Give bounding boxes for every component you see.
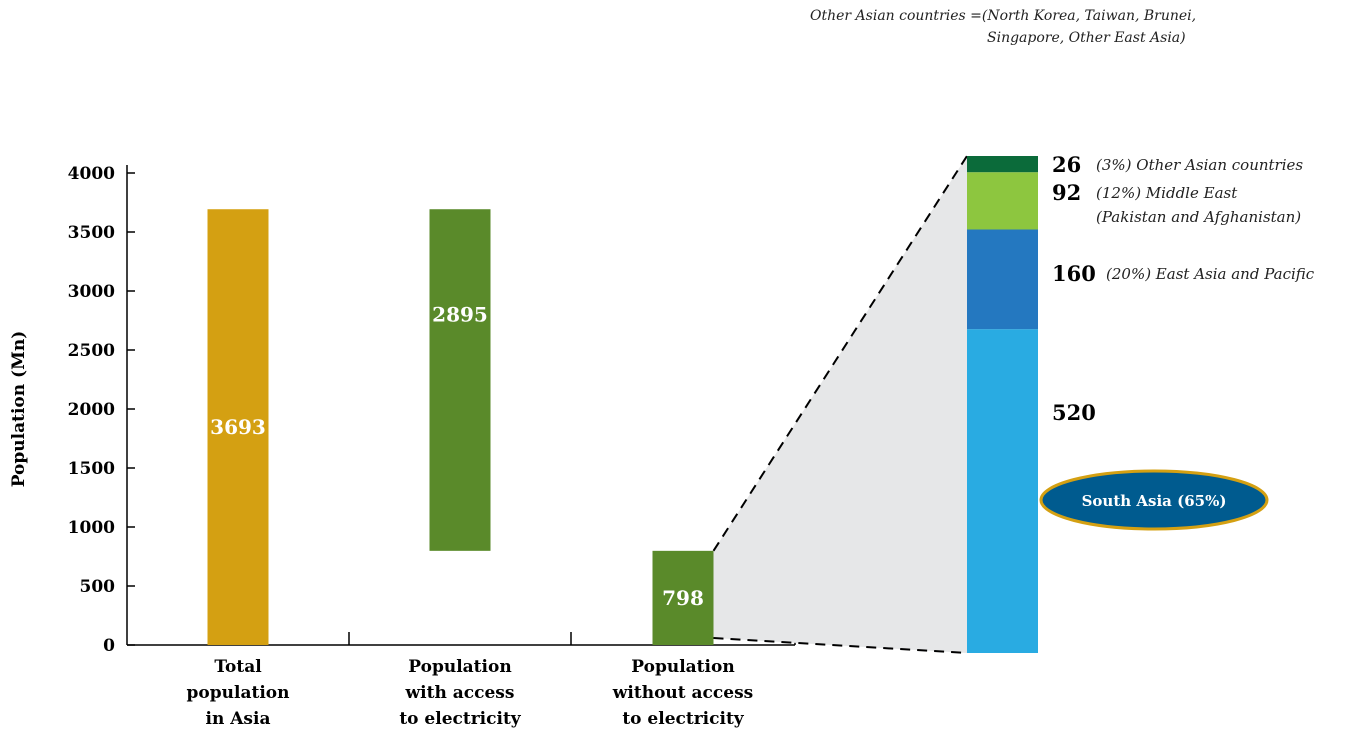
breakdown-segment-3 xyxy=(967,172,1038,230)
y-axis-label: Population (Mn) xyxy=(9,331,29,488)
y-tick-label: 500 xyxy=(80,577,116,597)
y-tick-label: 1500 xyxy=(68,459,115,479)
y-tick-label: 3500 xyxy=(68,223,115,243)
bar-2 xyxy=(429,209,491,551)
y-tick-label: 1000 xyxy=(68,518,115,538)
breakdown-segment-1 xyxy=(967,329,1038,653)
breakdown-name-label-2: (Pakistan and Afghanistan) xyxy=(1096,208,1301,226)
x-category-label: without access xyxy=(612,683,753,703)
y-tick-label: 0 xyxy=(103,636,115,656)
x-category-label: in Asia xyxy=(206,709,271,729)
footnote-line-1: Other Asian countries =(North Korea, Tai… xyxy=(810,8,1197,24)
x-category-label: to electricity xyxy=(399,709,521,729)
bar-3 xyxy=(652,550,714,645)
breakdown-name-label: (20%) East Asia and Pacific xyxy=(1106,265,1315,283)
bar-value-label: 798 xyxy=(662,586,704,610)
y-tick-label: 4000 xyxy=(68,164,115,184)
y-tick-label: 2000 xyxy=(68,400,115,420)
breakdown-value-label: 160 xyxy=(1052,261,1096,286)
x-category-label: Population xyxy=(408,657,511,677)
zoom-line-top xyxy=(712,155,968,552)
breakdown-value-label: 92 xyxy=(1052,180,1081,205)
breakdown-name-label: South Asia (65%) xyxy=(1082,492,1227,510)
south-asia-badge xyxy=(1039,469,1269,531)
y-tick-label: 3000 xyxy=(68,282,115,302)
x-category-label: to electricity xyxy=(622,709,744,729)
x-category-label: population xyxy=(187,683,290,703)
breakdown-segment-4 xyxy=(967,156,1038,173)
zoom-connector-area xyxy=(713,156,967,653)
zoom-line-bottom xyxy=(713,637,968,654)
bar-1 xyxy=(207,209,269,645)
y-tick-label: 2500 xyxy=(68,341,115,361)
x-category-label: Population xyxy=(631,657,734,677)
x-category-label: with access xyxy=(405,683,515,703)
footnote-line-2: Singapore, Other East Asia) xyxy=(987,30,1186,46)
x-category-label: Total xyxy=(214,657,262,677)
breakdown-name-label: (3%) Other Asian countries xyxy=(1096,156,1303,174)
bar-value-label: 2895 xyxy=(432,303,488,327)
breakdown-name-label: (12%) Middle East xyxy=(1096,184,1238,202)
bar-value-label: 3693 xyxy=(210,415,266,439)
breakdown-value-label: 520 xyxy=(1052,400,1096,425)
breakdown-value-label: 26 xyxy=(1052,152,1081,177)
breakdown-segment-2 xyxy=(967,229,1038,330)
